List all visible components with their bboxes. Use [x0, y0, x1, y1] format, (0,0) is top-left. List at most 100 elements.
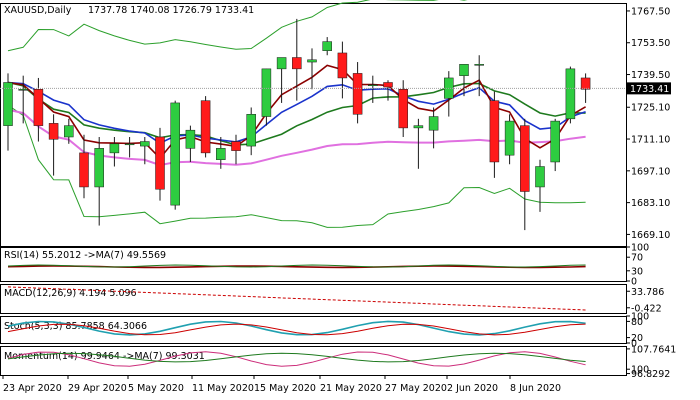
- date-tick-label: 11 May 2020: [192, 383, 254, 394]
- date-tick-label: 29 Apr 2020: [68, 383, 127, 394]
- stoch-lines: [7, 320, 586, 336]
- rsi-line: [7, 264, 586, 268]
- bollinger-lower-line: [7, 104, 586, 228]
- panel-frame-rsi: [0, 247, 627, 282]
- candle: [140, 136, 150, 165]
- panel-frames: [0, 3, 627, 376]
- candle-body-bull: [124, 143, 135, 146]
- candle-body-bull: [18, 89, 28, 91]
- candle-body-bear: [398, 89, 408, 129]
- price-tick-label: 1683.10: [631, 198, 670, 209]
- mom-tick-label: 100: [631, 365, 649, 376]
- stoch-tick-label: 20: [631, 333, 643, 344]
- rsi-tick-label: 70: [631, 253, 643, 264]
- candle: [352, 62, 363, 124]
- panel-frame-macd: [0, 284, 627, 314]
- candle-body-bull: [565, 68, 576, 120]
- price-tick-label: 1725.10: [631, 103, 670, 114]
- candle-body-bull: [413, 125, 424, 129]
- candle-body-bull: [261, 68, 272, 117]
- candle: [261, 68, 272, 126]
- candle: [64, 118, 74, 144]
- candle: [94, 136, 104, 226]
- candle-body-bull: [246, 114, 256, 147]
- candle-body-bear: [292, 57, 302, 70]
- mom-tick-label: 107.7641: [631, 344, 676, 355]
- candle-body-bear: [231, 141, 241, 151]
- candle-body-bear: [383, 82, 393, 88]
- date-axis: 23 Apr 2020 29 Apr 2020 5 May 2020 11 May 2…: [2, 375, 561, 394]
- candle: [185, 125, 196, 162]
- price-panel: XAUUSD,Daily 1737.78 1740.08 1726.79 173…: [0, 0, 671, 241]
- candle: [292, 18, 302, 101]
- stoch-signal-line: [7, 323, 586, 336]
- candle: [535, 159, 545, 212]
- candle: [216, 136, 226, 169]
- candle: [155, 127, 165, 201]
- macd-axis: 33.786 -0.422: [626, 287, 664, 314]
- candle: [322, 37, 332, 56]
- candle-body-bear: [155, 136, 165, 190]
- candle-body-bear: [489, 100, 500, 163]
- chart-header-symbol: XAUUSD,Daily: [4, 5, 72, 16]
- candle-body-bear: [520, 125, 530, 192]
- candle: [459, 64, 469, 97]
- price-tick-label: 1697.10: [631, 166, 670, 177]
- candle: [368, 75, 378, 103]
- candle-body-bear: [33, 89, 44, 126]
- candle: [580, 73, 591, 103]
- candle-body-bull: [170, 102, 180, 206]
- candle-body-bull: [216, 148, 226, 160]
- rsi-tick-label: 30: [631, 266, 643, 277]
- candle-body-bear: [48, 123, 59, 140]
- candle-body-bull: [504, 120, 515, 156]
- date-tick-label: 5 May 2020: [128, 383, 184, 394]
- candle: [428, 107, 439, 149]
- candle-body-bull: [94, 148, 104, 188]
- stoch-title: Stoch(5,3,3) 85.7858 64.3066: [4, 321, 147, 332]
- rsi-lines: [7, 264, 586, 269]
- stoch-tick-label: 80: [631, 317, 643, 328]
- mom-tick-label: 96.8292: [631, 369, 670, 380]
- candle: [489, 91, 500, 178]
- stoch-main-line: [7, 320, 586, 336]
- candle: [3, 73, 13, 151]
- momentum-lines: [7, 351, 586, 367]
- chart-header-ohlc: 1737.78 1740.08 1726.79 1733.41: [88, 5, 254, 16]
- stoch-tick-label: 100: [631, 312, 649, 323]
- momentum-line: [7, 351, 586, 367]
- rsi-title: RSI(14) 55.2012 ->MA(7) 49.5569: [4, 250, 166, 261]
- candle-body-bear: [580, 77, 591, 90]
- date-tick-label: 23 Apr 2020: [3, 383, 62, 394]
- panel-frame-mom: [0, 346, 627, 376]
- candle: [18, 75, 28, 124]
- candle-body-bull: [307, 59, 317, 63]
- candle: [200, 96, 211, 158]
- candle: [398, 80, 408, 137]
- macd-tick-label: -0.422: [631, 303, 662, 314]
- macd-title: MACD(12,26,9) 4.194 5.096: [4, 288, 137, 299]
- macd-lines: [7, 286, 586, 311]
- macd-tick-label: 33.786: [631, 287, 664, 298]
- candle-body-bull: [474, 64, 484, 66]
- candle-body-bull: [550, 120, 560, 163]
- momentum-panel: Momentum(14) 99.9464 ->MA(7) 99.3031 107…: [4, 344, 676, 380]
- current-price-label: 1733.41: [630, 84, 669, 95]
- ma-slow-line: [7, 81, 586, 146]
- candle: [337, 41, 348, 99]
- candle: [474, 55, 484, 97]
- candle: [550, 118, 560, 172]
- date-tick-label: 15 May 2020: [254, 383, 316, 394]
- candle: [276, 57, 287, 103]
- price-tick-label: 1767.50: [631, 6, 670, 17]
- candle-body-bull: [368, 84, 378, 87]
- candle-body-bull: [185, 129, 196, 149]
- momentum-ma-line: [7, 352, 586, 363]
- candle: [520, 118, 530, 231]
